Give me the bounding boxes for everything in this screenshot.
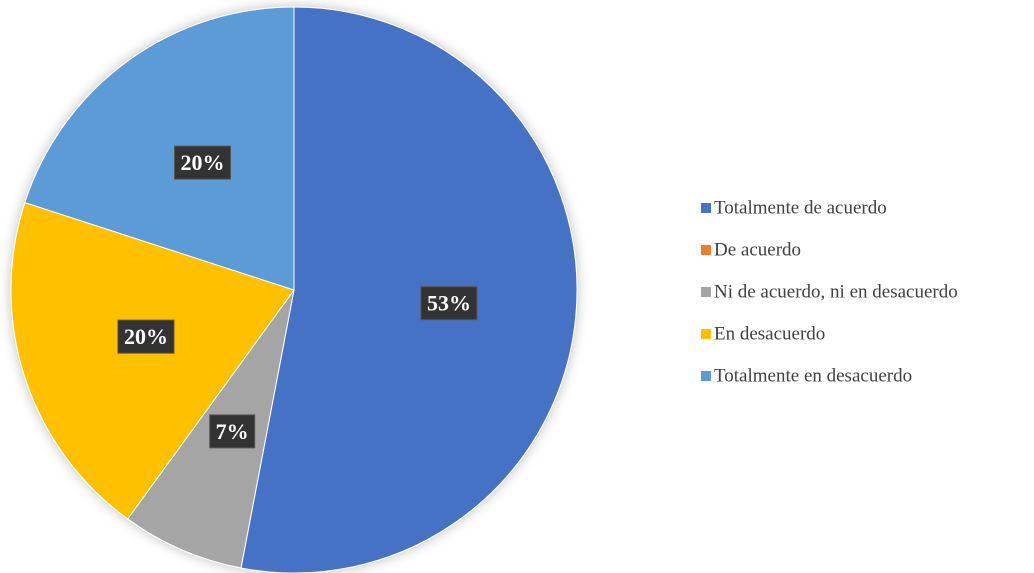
data-label: 53% xyxy=(420,286,478,321)
legend-label: Ni de acuerdo, ni en desacuerdo xyxy=(714,281,958,302)
legend-swatch xyxy=(701,203,711,213)
legend-swatch xyxy=(701,245,711,255)
pie-slice xyxy=(24,6,295,291)
data-label: 7% xyxy=(209,414,256,449)
pie-slice xyxy=(240,6,578,573)
data-label: 20% xyxy=(117,319,175,354)
data-label-text: 20% xyxy=(124,324,168,349)
data-label-box xyxy=(174,145,232,180)
legend-label: Totalmente en desacuerdo xyxy=(714,365,912,386)
data-label: 20% xyxy=(174,145,232,180)
legend-swatch xyxy=(701,329,711,339)
legend-swatch xyxy=(701,287,711,297)
legend-label: De acuerdo xyxy=(714,239,801,260)
pie-slice xyxy=(10,201,295,520)
data-label-box xyxy=(209,414,256,449)
legend-swatch xyxy=(701,371,711,381)
data-label-box xyxy=(117,319,175,354)
legend-label: En desacuerdo xyxy=(714,323,825,344)
legend-label: Totalmente de acuerdo xyxy=(714,197,887,218)
data-label-text: 7% xyxy=(216,419,249,444)
data-label-text: 53% xyxy=(427,291,471,316)
data-label-box xyxy=(420,286,478,321)
pie xyxy=(10,6,578,573)
data-label-text: 20% xyxy=(181,150,225,175)
